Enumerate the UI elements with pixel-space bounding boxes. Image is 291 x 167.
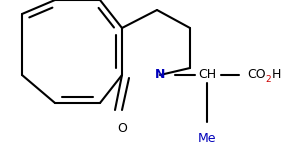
Text: O: O	[117, 122, 127, 134]
Text: Me: Me	[198, 131, 216, 144]
Text: CH: CH	[198, 68, 216, 81]
Text: 2: 2	[265, 75, 271, 85]
Text: N: N	[155, 68, 165, 81]
Text: CO: CO	[247, 68, 266, 81]
Text: H: H	[272, 68, 281, 81]
